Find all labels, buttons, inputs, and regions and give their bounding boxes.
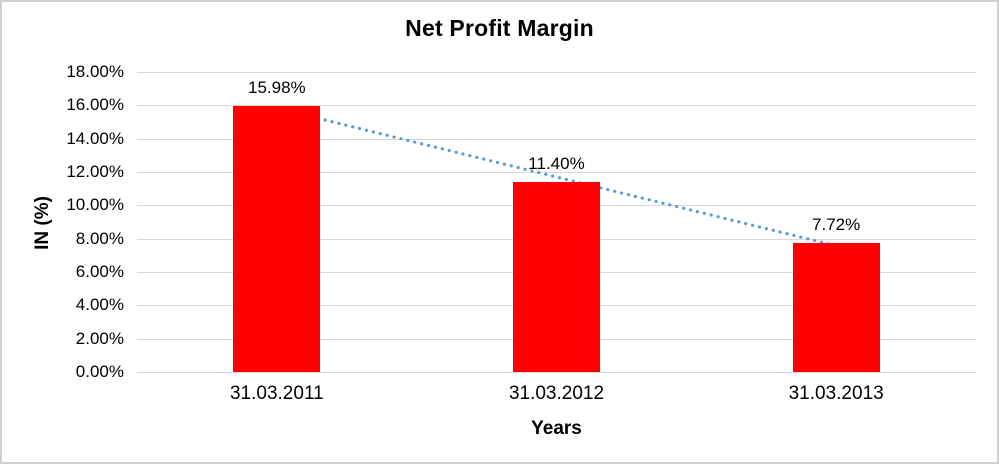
bar-value-label: 7.72% — [812, 215, 861, 235]
y-axis-tick-label: 2.00% — [75, 328, 124, 348]
y-axis-tick-label: 10.00% — [66, 195, 124, 215]
y-axis-tick-label: 16.00% — [66, 95, 124, 115]
gridline — [137, 72, 976, 73]
gridline — [137, 372, 976, 373]
y-axis-tick-label: 8.00% — [75, 228, 124, 248]
gridline — [137, 105, 976, 107]
x-axis-tick-label: 31.03.2012 — [508, 383, 605, 404]
y-axis-tick-label: 4.00% — [75, 295, 124, 315]
bar — [233, 105, 321, 372]
bar — [513, 182, 600, 372]
y-axis-tick-label: 6.00% — [75, 262, 124, 281]
bar-value-label: 11.40% — [528, 154, 585, 173]
bar-value-label: 15.98% — [247, 77, 306, 97]
x-axis-tick-label: 31.03.2011 — [229, 383, 324, 404]
y-axis-tick-label: 0.00% — [75, 362, 124, 381]
y-axis-tick-label: 14.00% — [66, 128, 124, 148]
bar — [792, 243, 880, 372]
chart-title: Net Profit Margin — [405, 15, 594, 41]
x-axis-title: Years — [531, 418, 582, 439]
y-axis-tick-label: 18.00% — [66, 62, 124, 81]
x-axis-tick-label: 31.03.2013 — [788, 383, 884, 404]
y-axis-tick-label: 12.00% — [66, 162, 124, 181]
